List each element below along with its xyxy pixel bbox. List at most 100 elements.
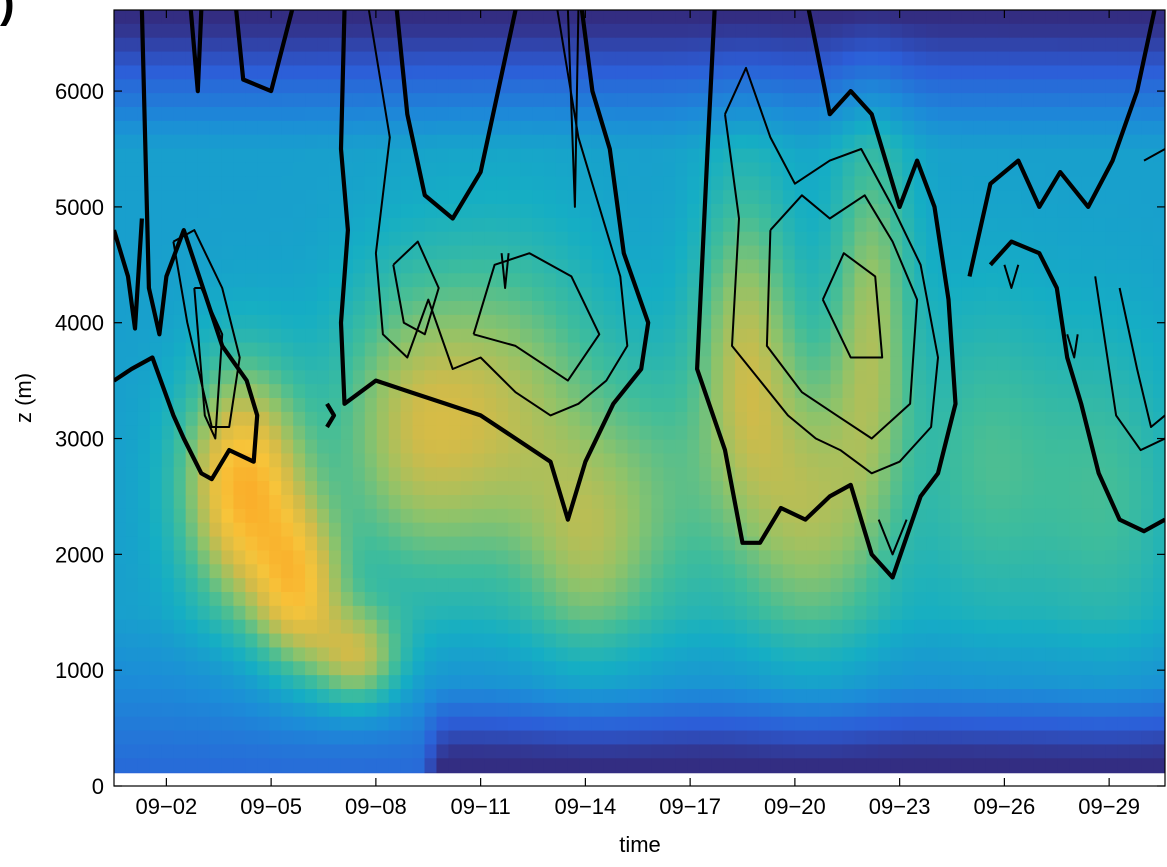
heatmap-cell	[890, 675, 903, 689]
heatmap-cell	[425, 564, 438, 578]
heatmap-cell	[389, 162, 402, 176]
heatmap-cell	[198, 523, 211, 537]
heatmap-cell	[365, 79, 378, 93]
heatmap-cell	[377, 717, 390, 731]
heatmap-cell	[926, 744, 939, 758]
heatmap-cell	[616, 38, 629, 52]
heatmap-cell	[914, 758, 927, 772]
heatmap-cell	[1081, 329, 1094, 343]
heatmap-cell	[687, 509, 700, 523]
heatmap-cell	[210, 703, 223, 717]
heatmap-cell	[150, 744, 163, 758]
heatmap-cell	[651, 162, 664, 176]
heatmap-cell	[436, 537, 449, 551]
heatmap-cell	[592, 65, 605, 79]
heatmap-cell	[604, 79, 617, 93]
heatmap-cell	[317, 176, 330, 190]
heatmap-cell	[675, 384, 688, 398]
heatmap-cell	[938, 495, 951, 509]
heatmap-cell	[1117, 204, 1130, 218]
heatmap-cell	[711, 523, 724, 537]
heatmap-cell	[1081, 717, 1094, 731]
heatmap-cell	[1010, 412, 1023, 426]
heatmap-cell	[436, 162, 449, 176]
heatmap-cell	[759, 509, 772, 523]
heatmap-cell	[1034, 509, 1047, 523]
heatmap-cell	[950, 606, 963, 620]
heatmap-cell	[460, 578, 473, 592]
heatmap-cell	[162, 315, 175, 329]
heatmap-cell	[663, 523, 676, 537]
heatmap-cell	[401, 592, 414, 606]
heatmap-cell	[866, 509, 879, 523]
heatmap-cell	[1105, 121, 1118, 135]
heatmap-cell	[854, 121, 867, 135]
heatmap-cell	[305, 689, 318, 703]
heatmap-cell	[998, 384, 1011, 398]
heatmap-cell	[675, 162, 688, 176]
heatmap-cell	[233, 204, 246, 218]
heatmap-cell	[938, 204, 951, 218]
heatmap-cell	[532, 24, 545, 38]
heatmap-cell	[950, 453, 963, 467]
heatmap-cell	[1117, 703, 1130, 717]
heatmap-cell	[460, 675, 473, 689]
heatmap-cell	[1069, 495, 1082, 509]
heatmap-cell	[962, 620, 975, 634]
heatmap-cell	[389, 467, 402, 481]
heatmap-cell	[269, 343, 282, 357]
heatmap-cell	[1129, 703, 1142, 717]
heatmap-cell	[174, 689, 187, 703]
heatmap-cell	[568, 620, 581, 634]
heatmap-cell	[389, 523, 402, 537]
heatmap-cell	[1081, 24, 1094, 38]
heatmap-cell	[114, 204, 127, 218]
heatmap-cell	[866, 453, 879, 467]
heatmap-cell	[914, 232, 927, 246]
heatmap-cell	[329, 38, 342, 52]
heatmap-cell	[998, 634, 1011, 648]
heatmap-cell	[914, 523, 927, 537]
heatmap-cell	[508, 273, 521, 287]
heatmap-cell	[640, 259, 653, 273]
heatmap-cell	[675, 370, 688, 384]
heatmap-cell	[138, 703, 151, 717]
heatmap-cell	[819, 550, 832, 564]
heatmap-cell	[819, 592, 832, 606]
heatmap-cell	[783, 176, 796, 190]
heatmap-cell	[305, 481, 318, 495]
heatmap-cell	[281, 343, 294, 357]
heatmap-cell	[269, 162, 282, 176]
heatmap-cell	[592, 398, 605, 412]
heatmap-cell	[1117, 162, 1130, 176]
heatmap-cell	[233, 592, 246, 606]
heatmap-cell	[317, 426, 330, 440]
heatmap-cell	[329, 564, 342, 578]
heatmap-cell	[771, 287, 784, 301]
heatmap-cell	[866, 578, 879, 592]
heatmap-cell	[663, 343, 676, 357]
heatmap-cell	[1093, 135, 1106, 149]
heatmap-cell	[1141, 453, 1154, 467]
heatmap-cell	[819, 578, 832, 592]
heatmap-cell	[413, 426, 426, 440]
heatmap-cell	[281, 398, 294, 412]
heatmap-cell	[1081, 453, 1094, 467]
heatmap-cell	[962, 52, 975, 66]
heatmap-cell	[663, 93, 676, 107]
heatmap-cell	[448, 592, 461, 606]
heatmap-cell	[126, 38, 139, 52]
heatmap-cell	[126, 65, 139, 79]
heatmap-cell	[998, 107, 1011, 121]
heatmap-cell	[377, 592, 390, 606]
heatmap-cell	[783, 620, 796, 634]
heatmap-cell	[1022, 93, 1035, 107]
heatmap-cell	[938, 93, 951, 107]
heatmap-cell	[819, 606, 832, 620]
heatmap-cell	[150, 717, 163, 731]
heatmap-cell	[257, 703, 270, 717]
heatmap-cell	[425, 620, 438, 634]
heatmap-cell	[233, 426, 246, 440]
heatmap-cell	[520, 481, 533, 495]
heatmap-cell	[831, 620, 844, 634]
